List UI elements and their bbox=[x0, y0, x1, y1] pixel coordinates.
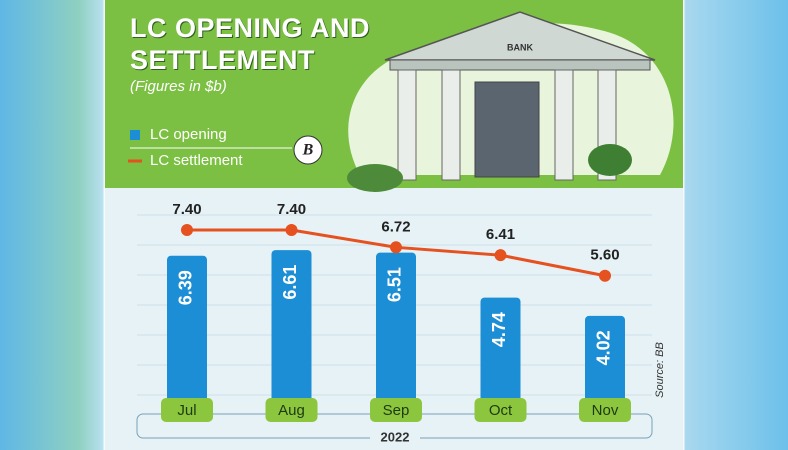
category-pill bbox=[474, 398, 527, 422]
line-value-label: 7.40 bbox=[172, 201, 201, 218]
category-pill bbox=[265, 398, 318, 422]
bar-value-label: 6.61 bbox=[280, 265, 300, 300]
line-value-label: 5.60 bbox=[590, 247, 619, 264]
line-point bbox=[285, 224, 298, 237]
category-pill bbox=[161, 398, 213, 422]
bar bbox=[480, 297, 521, 418]
year-bg bbox=[370, 429, 420, 445]
line-point bbox=[181, 224, 193, 237]
bar-value-label: 4.02 bbox=[594, 330, 614, 365]
category-pill bbox=[370, 398, 422, 422]
legend-swatch bbox=[130, 130, 140, 140]
bank-illustration bbox=[293, 11, 656, 192]
line-point bbox=[494, 249, 507, 262]
bar-value-label: 6.51 bbox=[385, 267, 405, 302]
bar-value-label: 4.74 bbox=[489, 312, 509, 347]
bar bbox=[271, 250, 312, 418]
bar bbox=[585, 315, 625, 418]
chart-title: LC OPENING AND SETTLEMENT bbox=[130, 13, 371, 75]
x-tick-label: Oct bbox=[489, 402, 513, 419]
line-value-label: 6.72 bbox=[381, 218, 410, 235]
source: Source: BB bbox=[654, 342, 666, 398]
line-value-label: 6.41 bbox=[486, 226, 515, 243]
logo: B bbox=[302, 142, 314, 159]
bar-value-label: 6.39 bbox=[176, 270, 196, 305]
x-group-label: 2022 bbox=[381, 429, 410, 444]
x-tick-label: Jul bbox=[177, 402, 196, 419]
bar bbox=[167, 255, 207, 418]
x-tick-label: Nov bbox=[592, 402, 619, 419]
line-point bbox=[390, 241, 402, 254]
bank-label: BANK bbox=[507, 42, 533, 52]
legend-label: LC opening bbox=[150, 126, 227, 143]
line-point bbox=[599, 269, 611, 282]
line-value-label: 7.40 bbox=[277, 201, 306, 218]
category-pill bbox=[579, 398, 631, 422]
x-tick-label: Sep bbox=[383, 402, 410, 419]
chart-subtitle: (Figures in $b) bbox=[130, 78, 227, 95]
x-tick-label: Aug bbox=[278, 402, 305, 419]
bar bbox=[376, 252, 416, 418]
legend-label: LC settlement bbox=[150, 152, 243, 169]
